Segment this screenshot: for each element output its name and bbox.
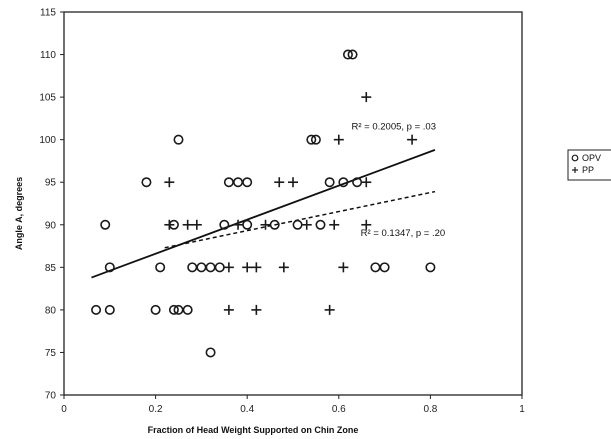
data-point-opv [342,49,353,60]
y-tick-label: 105 [39,93,56,104]
data-point-opv [205,347,216,358]
x-tick-label: 0.8 [423,404,437,415]
data-point-opv [379,262,390,273]
trendline-pp [164,190,436,249]
data-point-opv [425,262,436,273]
r-squared-annotation: R² = 0.2005, p = .03 [352,121,437,132]
plot-frame [63,11,523,396]
data-point-pp [329,219,340,230]
legend-label-opv: OPV [582,153,601,163]
y-tick-label: 100 [39,135,56,146]
data-point-pp [242,262,253,273]
data-point-opv [173,134,184,145]
legend-label-pp: PP [582,165,594,175]
data-point-opv [141,177,152,188]
y-axis-label: Angle A, degrees [14,177,24,250]
x-tick-label: 0.6 [332,404,346,415]
data-point-pp [278,262,289,273]
data-point-pp [338,262,349,273]
data-point-opv [310,134,321,145]
data-point-opv [219,219,230,230]
data-point-pp [361,177,372,188]
data-point-pp [324,304,335,315]
data-point-pp [361,219,372,230]
data-points [91,49,436,358]
data-point-pp [164,177,175,188]
y-tick-label: 115 [40,8,56,19]
data-point-opv [155,262,166,273]
x-tick-label: 0.2 [149,404,163,415]
data-point-pp [301,219,312,230]
data-point-pp [333,134,344,145]
x-tick-label: 0.4 [240,404,254,415]
data-point-opv [100,219,111,230]
data-point-opv [315,219,326,230]
data-point-opv [242,177,253,188]
legend: OPV PP [567,149,611,181]
y-tick-label: 110 [40,50,56,61]
data-point-pp [260,219,271,230]
data-point-opv [182,304,193,315]
y-tick-label: 80 [45,305,57,316]
data-point-opv [168,304,179,315]
data-point-pp [191,219,202,230]
y-tick-label: 90 [45,220,57,231]
data-point-opv [347,49,358,60]
data-point-pp [407,134,418,145]
x-tick-label: 0 [61,404,67,415]
data-point-opv [150,304,161,315]
trendlines [91,149,436,279]
data-point-opv [338,177,349,188]
data-point-pp [164,219,175,230]
data-point-opv [306,134,317,145]
data-point-pp [288,177,298,188]
y-tick-label: 70 [45,391,57,402]
data-point-pp [361,92,372,103]
y-tick-label: 95 [45,178,57,189]
y-tick-label: 85 [45,263,57,274]
r-squared-annotation: R² = 0.1347, p = .20 [361,228,446,239]
chart-labels: 70 75 80 85 90 95 100 105 110 115 0 0.2 0.4 0.6 0.8 1 Fr… [14,8,525,436]
data-point-pp [223,304,234,315]
data-point-pp [274,177,285,188]
x-tick-label: 1 [519,404,525,415]
trendline-opv [91,149,436,279]
data-point-opv [104,304,115,315]
x-axis-label: Fraction of Head Weight Supported on Chi… [148,425,359,435]
data-point-opv [104,262,115,273]
legend-marker-pp [572,167,578,173]
data-point-pp [233,219,244,230]
data-point-pp [182,219,193,230]
data-point-pp [251,262,262,273]
legend-marker-opv [571,154,579,162]
data-point-pp [223,262,234,273]
data-point-opv [324,177,335,188]
y-tick-label: 75 [45,348,57,359]
axes [60,11,523,399]
data-point-pp [251,304,262,315]
data-point-opv [91,304,102,315]
